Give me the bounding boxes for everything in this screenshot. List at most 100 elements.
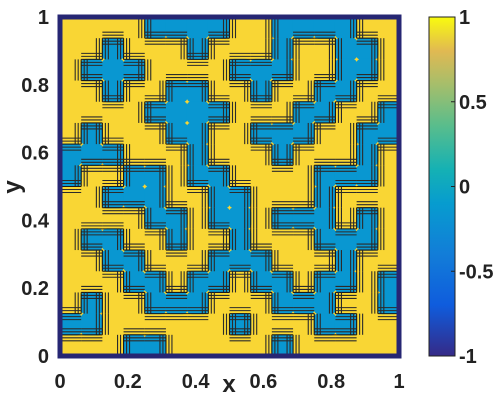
- heatmap-cell: [271, 58, 294, 82]
- heatmap-cell: [123, 58, 146, 82]
- heatmap-cell: [80, 291, 103, 315]
- contour-lines: [60, 17, 399, 356]
- heatmap-cell: [250, 249, 273, 272]
- heatmap-cell: [186, 270, 209, 293]
- heatmap-cell: [356, 207, 379, 230]
- y-axis-label: y: [0, 180, 26, 194]
- heatmap-cell: [207, 164, 230, 187]
- heatmap-cell: [271, 334, 294, 356]
- heatmap-cell: [313, 186, 336, 209]
- heatmap-cell: [271, 37, 294, 60]
- heatmap-cell: [334, 58, 358, 82]
- heatmap-cell: [186, 37, 209, 60]
- heatmap-cell: [80, 313, 103, 336]
- plot-frame: [57, 14, 402, 359]
- heatmap-cell: [356, 58, 379, 82]
- heatmap-cell: [165, 291, 188, 315]
- y-tick-label: 0.8: [21, 75, 49, 97]
- heatmap-cells: [60, 17, 399, 356]
- heatmap-cell: [271, 122, 294, 145]
- heatmap-cell: [101, 186, 125, 209]
- heatmap-cell: [229, 313, 252, 336]
- heatmap-cell: [207, 17, 230, 39]
- heatmap-cell: [229, 249, 252, 272]
- heatmap-cell: [144, 186, 167, 209]
- y-axis: 0 0.2 0.4 0.6 0.8 1: [21, 7, 50, 368]
- heatmap-cell: [60, 313, 82, 336]
- heatmap-cell: [186, 291, 209, 315]
- colorbar-gradient: [428, 16, 456, 357]
- heatmap-cell: [250, 80, 273, 103]
- heatmap-cell: [165, 228, 188, 251]
- heatmap-cell: [186, 143, 209, 166]
- x-tick-label: 1: [393, 371, 404, 393]
- heatmap-cell: [250, 58, 273, 82]
- x-tick-label: 0: [54, 371, 65, 393]
- heatmap-cell: [377, 270, 399, 293]
- colorbar-ticks: 1 0.5 0 -0.5 -1: [451, 7, 493, 368]
- heatmap-cell: [334, 270, 358, 293]
- heatmap-cell: [271, 270, 294, 293]
- heatmap-cell: [123, 186, 146, 209]
- heatmap-cell: [356, 143, 379, 166]
- x-axis: 0 0.2 0.4 0.6 0.8 1: [54, 371, 404, 393]
- heatmap-cell: [144, 164, 167, 187]
- heatmap-cell: [123, 249, 146, 272]
- heatmap-cell: [356, 122, 379, 145]
- y-tick-label: 0: [38, 346, 49, 368]
- colorbar-tick-label: -0.5: [459, 261, 493, 283]
- heatmap-cell: [334, 228, 358, 251]
- x-axis-label: x: [222, 371, 236, 398]
- heatmap-cell: [377, 122, 399, 145]
- heatmap-cell: [292, 207, 315, 230]
- heatmap-cell: [80, 228, 103, 251]
- heatmap-cell: [101, 80, 125, 103]
- colorbar-tick-label: 1: [459, 7, 470, 29]
- heatmap-cell: [271, 291, 294, 315]
- plot-area: [57, 14, 402, 359]
- colorbar-tick-label: 0: [459, 177, 470, 199]
- heatmap-cell: [292, 17, 315, 39]
- heatmap-cell: [356, 228, 379, 251]
- y-tick-label: 0.4: [21, 210, 50, 232]
- heatmap-cell: [356, 164, 379, 187]
- heatmap-cell: [250, 270, 273, 293]
- heatmap-cell: [60, 164, 82, 187]
- heatmap-cell: [292, 291, 315, 315]
- x-tick-label: 0.2: [114, 371, 142, 393]
- heatmap-cell: [144, 334, 167, 356]
- heatmap-cell: [271, 143, 294, 166]
- y-tick-label: 0.2: [21, 278, 49, 300]
- heatmap-cell: [123, 334, 146, 356]
- x-tick-label: 0.8: [317, 371, 345, 393]
- heatmap-cell: [271, 17, 294, 39]
- heatmap-cell: [229, 186, 252, 209]
- heatmap-cell: [313, 101, 336, 124]
- heatmap-cell: [229, 58, 252, 82]
- heatmap-cell: [165, 17, 188, 39]
- heatmap-cell: [186, 164, 209, 187]
- heatmap-cell: [356, 37, 379, 60]
- heatmap-cell: [207, 186, 230, 209]
- heatmap-cell: [229, 228, 252, 251]
- heatmap-cell: [207, 207, 230, 230]
- heatmap-cell: [80, 143, 103, 166]
- heatmap-cell: [250, 122, 273, 145]
- heatmap-cell: [186, 101, 209, 124]
- heatmap-cell: [313, 270, 336, 293]
- heatmap-cell: [229, 207, 252, 230]
- heatmap-cell: [60, 143, 82, 166]
- heatmap-cell: [313, 207, 336, 230]
- heatmap-cell: [123, 164, 146, 187]
- colorbar: 1 0.5 0 -0.5 -1: [428, 7, 493, 368]
- heatmap-cell: [313, 228, 336, 251]
- heatmap-cell: [101, 58, 125, 82]
- heatmap-cell: [334, 17, 358, 39]
- heatmap-cell: [165, 80, 188, 103]
- x-tick-label: 0.4: [182, 371, 211, 393]
- heatmap-cell: [165, 122, 188, 145]
- heatmap-cell: [207, 270, 230, 293]
- heatmap-cell: [144, 270, 167, 293]
- heatmap-cell: [334, 313, 358, 336]
